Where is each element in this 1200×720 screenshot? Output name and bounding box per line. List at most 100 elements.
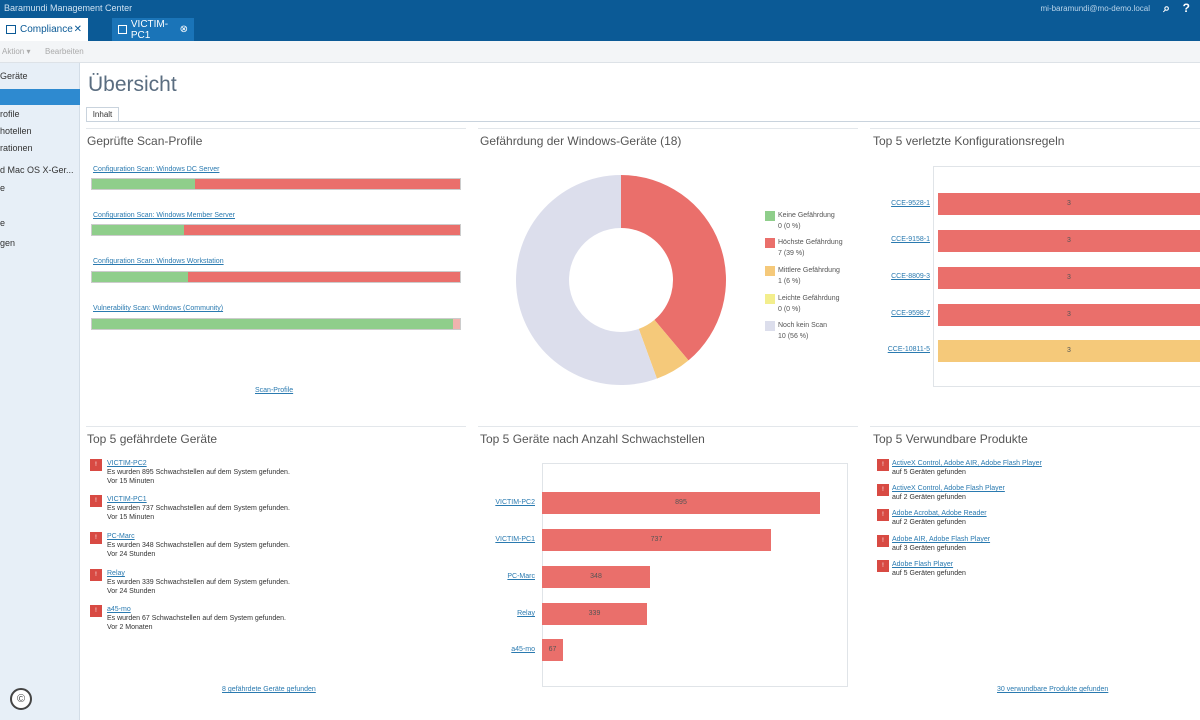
scan-progress-bar: [91, 224, 461, 236]
device-link[interactable]: a45-mo: [107, 606, 131, 613]
scan-profile-link[interactable]: Configuration Scan: Windows DC Server: [93, 166, 220, 173]
threat-donut-chart: [516, 175, 726, 385]
rule-bar[interactable]: 3: [938, 267, 1200, 289]
warning-icon: !: [90, 532, 102, 544]
copyright-badge: ©: [10, 688, 32, 710]
vuln-bar[interactable]: 895: [542, 492, 820, 514]
scan-profiles-panel: [86, 128, 466, 408]
sidebar-item[interactable]: rofile: [0, 109, 20, 119]
scan-progress-bar: [91, 178, 461, 190]
warning-icon: !: [877, 484, 889, 496]
app-title: Baramundi Management Center: [4, 3, 133, 13]
tab-label: VICTIM-PC1: [130, 18, 169, 41]
rule-bar[interactable]: 3: [938, 230, 1200, 252]
product-link[interactable]: Adobe Acrobat, Adobe Reader: [892, 510, 987, 517]
rule-link[interactable]: CCE-10811-5: [887, 346, 930, 353]
device-link[interactable]: VICTIM-PC2: [107, 460, 147, 467]
warning-icon: !: [90, 459, 102, 471]
products-panel: [870, 426, 1200, 706]
vuln-device-link[interactable]: VICTIM-PC2: [495, 499, 535, 506]
close-icon[interactable]: ✕: [73, 24, 82, 35]
rule-link[interactable]: CCE-9158-1: [891, 236, 930, 243]
vuln-bar[interactable]: 339: [542, 603, 647, 625]
tab-victim-pc1[interactable]: VICTIM-PC1 ⊗: [112, 18, 194, 41]
donut-segment-high[interactable]: [621, 175, 726, 361]
donut-segment-medium[interactable]: [638, 319, 689, 379]
sidebar-item[interactable]: d Mac OS X-Ger...: [0, 165, 74, 175]
vuln-bar[interactable]: 67: [542, 639, 563, 661]
donut-segment-noscan[interactable]: [516, 175, 657, 385]
vuln-device-link[interactable]: PC-Marc: [507, 573, 535, 580]
bar-bad: [184, 225, 460, 235]
rule-link[interactable]: CCE-9598-7: [891, 310, 930, 317]
scan-progress-bar: [91, 318, 461, 330]
panel-title: Top 5 Verwundbare Produkte: [873, 432, 1028, 446]
device-link[interactable]: VICTIM-PC1: [107, 496, 147, 503]
sidebar-item[interactable]: e: [0, 183, 6, 193]
rule-bar[interactable]: 3: [938, 304, 1200, 326]
vuln-bar[interactable]: 737: [542, 529, 771, 551]
divider: [86, 121, 1200, 122]
scan-progress-bar: [91, 271, 461, 283]
rule-bar[interactable]: 3: [938, 193, 1200, 215]
product-link[interactable]: Adobe AIR, Adobe Flash Player: [892, 536, 991, 543]
help-icon[interactable]: ?: [1182, 1, 1190, 15]
search-icon[interactable]: ⌕: [1163, 1, 1170, 15]
warning-icon: !: [877, 560, 889, 572]
product-link[interactable]: ActiveX Control, Adobe Flash Player: [892, 485, 1005, 492]
rule-link[interactable]: CCE-9528-1: [891, 200, 930, 207]
legend-swatch: [765, 321, 775, 331]
rules-chart-frame: [933, 166, 1200, 387]
vuln-panel: [478, 426, 858, 706]
rules-panel: [870, 128, 1200, 408]
panel-title: Geprüfte Scan-Profile: [87, 134, 203, 148]
scan-profiles-link[interactable]: Scan-Profile: [255, 387, 294, 394]
tab-label: Compliance: [20, 24, 73, 35]
rule-bar[interactable]: 3: [938, 340, 1200, 362]
sidebar-item[interactable]: hotellen: [0, 126, 32, 136]
tab-inhalt[interactable]: Inhalt: [86, 107, 119, 122]
sidebar-item[interactable]: rationen: [0, 143, 33, 153]
devices-panel: [86, 426, 466, 706]
bar-ok: [92, 319, 453, 329]
product-link[interactable]: ActiveX Control, Adobe AIR, Adobe Flash …: [892, 460, 1042, 467]
vuln-device-link[interactable]: a45-mo: [511, 646, 535, 653]
bar-bad: [195, 179, 460, 189]
compliance-icon: [6, 25, 16, 34]
product-link[interactable]: Adobe Flash Player: [892, 561, 954, 568]
panel-title: Gefährdung der Windows-Geräte (18): [480, 134, 682, 148]
bar-ok: [92, 272, 188, 282]
threat-panel: [478, 128, 858, 408]
sidebar-item[interactable]: Geräte: [0, 71, 28, 81]
device-link[interactable]: Relay: [107, 570, 125, 577]
scan-profile-link[interactable]: Configuration Scan: Windows Workstation: [93, 258, 224, 265]
sidebar-item[interactable]: gen: [0, 238, 16, 248]
sidebar-item-active[interactable]: [0, 89, 80, 105]
action-menu[interactable]: Aktion ▾: [2, 47, 31, 56]
edit-button[interactable]: Bearbeiten: [45, 47, 84, 56]
warning-icon: !: [877, 509, 889, 521]
tab-compliance[interactable]: Compliance ✕: [0, 18, 88, 41]
scan-profile-link[interactable]: Vulnerability Scan: Windows (Community): [93, 305, 224, 312]
sidebar-item[interactable]: e: [0, 218, 6, 228]
scan-profile-link[interactable]: Configuration Scan: Windows Member Serve…: [93, 212, 236, 219]
vuln-bar[interactable]: 348: [542, 566, 650, 588]
title-bar: Baramundi Management Center mi-baramundi…: [0, 0, 1200, 18]
close-icon[interactable]: ⊗: [179, 24, 188, 35]
products-footer-link[interactable]: 30 verwundbare Produkte gefunden: [997, 686, 1109, 693]
vuln-device-link[interactable]: VICTIM-PC1: [495, 536, 535, 543]
device-link[interactable]: PC-Marc: [107, 533, 135, 540]
legend-swatch: [765, 266, 775, 276]
legend-swatch: [765, 294, 775, 304]
devices-footer-link[interactable]: 8 gefährdete Geräte gefunden: [222, 686, 316, 693]
user-label: mi-baramundi@mo-demo.local: [1040, 4, 1151, 13]
bar-bad: [187, 272, 460, 282]
bar-ok: [92, 179, 196, 189]
warning-icon: !: [877, 535, 889, 547]
panel-title: Top 5 gefährdete Geräte: [87, 432, 218, 446]
vuln-device-link[interactable]: Relay: [517, 610, 535, 617]
legend-swatch: [765, 211, 775, 221]
sidebar: Geräte rofile hotellen rationen d Mac OS…: [0, 63, 80, 720]
warning-icon: !: [90, 495, 102, 507]
rule-link[interactable]: CCE-8809-3: [891, 273, 930, 280]
